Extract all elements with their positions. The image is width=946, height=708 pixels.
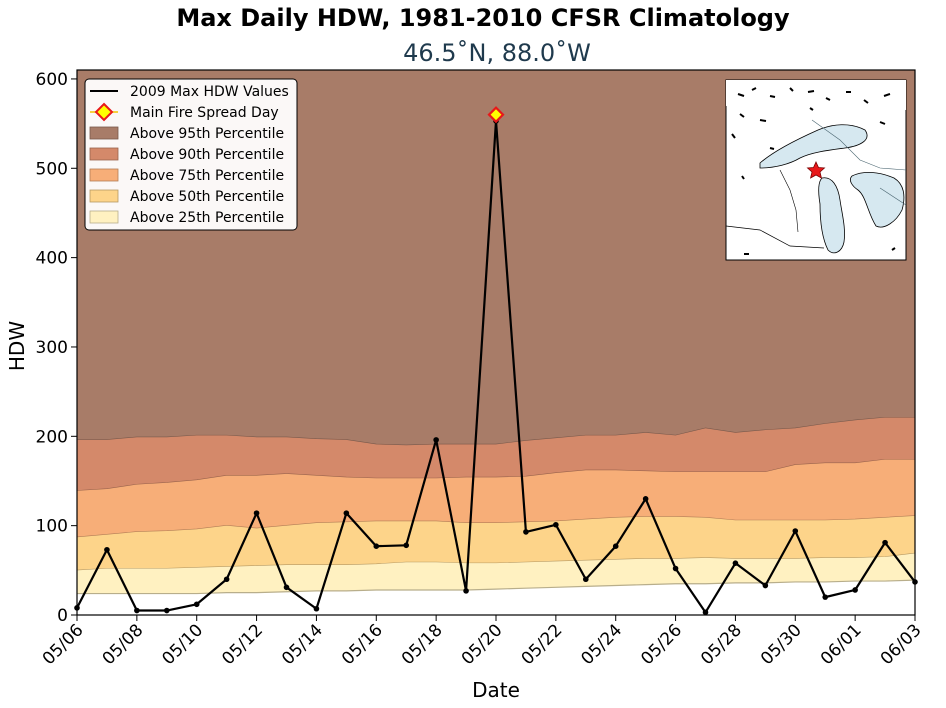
hdw-point: [343, 510, 350, 516]
hdw-point: [373, 543, 380, 550]
y-tick-label: 400: [36, 249, 68, 269]
band-area-2: [77, 417, 915, 491]
legend-diamond-icon: [94, 102, 114, 122]
y-tick-label: 200: [36, 427, 68, 447]
x-axis-label: Date: [472, 678, 520, 702]
band-edge-5: [77, 579, 916, 595]
y-tick-label: 0: [57, 606, 68, 626]
legend-swatch: [89, 189, 119, 203]
small-lakes-icon: [731, 87, 896, 255]
hdw-point: [582, 576, 589, 583]
hdw-point: [403, 542, 410, 549]
x-tick-label: 06/01: [817, 620, 866, 669]
hdw-point: [523, 529, 529, 535]
location-star-icon: [806, 161, 826, 179]
hdw-point: [433, 437, 439, 443]
y-tick-label: 300: [36, 338, 68, 358]
lake-huron: [850, 172, 905, 228]
x-tick-label: 06/03: [877, 620, 926, 669]
hdw-point: [822, 594, 829, 600]
x-tick-label: 05/22: [518, 620, 567, 669]
x-tick-label: 05/16: [338, 620, 387, 669]
chart-title: Max Daily HDW, 1981-2010 CFSR Climatolog…: [176, 4, 790, 32]
legend-label: Above 75th Percentile: [130, 168, 284, 184]
chart-subtitle: 46.5˚N, 88.0˚W: [403, 39, 591, 67]
lake-michigan: [818, 177, 845, 254]
x-tick-label: 05/08: [99, 620, 148, 669]
y-tick-label: 100: [36, 517, 68, 537]
x-tick-label: 05/28: [697, 620, 746, 669]
inset-map: [725, 79, 907, 261]
hdw-point: [313, 605, 320, 612]
y-tick-label: 600: [36, 70, 68, 90]
legend-label-line: 2009 Max HDW Values: [130, 84, 289, 100]
hdw-point: [134, 607, 140, 614]
hdw-point: [792, 528, 799, 534]
hdw-point: [163, 607, 170, 614]
legend-label: Above 90th Percentile: [130, 147, 284, 163]
legend-box: [84, 78, 298, 231]
lake-superior: [759, 124, 868, 169]
legend-label-marker: Main Fire Spread Day: [130, 105, 279, 121]
legend-swatch: [89, 210, 119, 224]
border-line-2: [879, 187, 907, 206]
legend-label: Above 50th Percentile: [130, 189, 284, 205]
hdw-point: [732, 560, 739, 566]
band-area-3: [77, 459, 915, 538]
hdw-point: [762, 582, 769, 589]
state-border: [725, 225, 825, 249]
legend-label: Above 25th Percentile: [130, 210, 284, 226]
x-tick-label: 05/30: [757, 620, 806, 669]
fire-spread-marker-icon: [487, 106, 505, 124]
legend-bands: Above 95th Percentile Above 90th Percenti…: [89, 126, 284, 226]
y-tick-label: 500: [36, 159, 68, 179]
y-axis-label: HDW: [5, 321, 29, 371]
hdw-point: [882, 539, 888, 546]
hdw-point: [553, 521, 559, 528]
hdw-point: [193, 601, 200, 608]
hdw-point: [253, 510, 260, 516]
legend-swatch: [89, 126, 119, 140]
hdw-point: [104, 546, 110, 553]
x-tick-label: 05/12: [218, 620, 267, 669]
hdw-point: [612, 543, 619, 550]
x-tick-label: 05/20: [458, 620, 507, 669]
x-tick-label: 05/10: [158, 620, 207, 669]
x-tick-label: 05/18: [398, 620, 447, 669]
legend: 2009 Max HDW Values Main Fire Spread Day…: [84, 78, 298, 231]
hdw-point: [702, 609, 709, 616]
hdw-point: [642, 496, 649, 502]
x-tick-label: 05/24: [577, 620, 626, 669]
x-tick-label: 05/06: [39, 620, 88, 669]
hdw-point: [283, 584, 290, 591]
hdw-point: [463, 588, 469, 594]
hdw-point: [223, 576, 230, 583]
x-tick-label: 05/26: [637, 620, 686, 669]
state-border-2: [779, 169, 799, 233]
hdw-point: [852, 587, 858, 593]
border-line: [811, 119, 907, 171]
x-tick-label: 05/14: [278, 620, 327, 669]
hdw-point: [672, 565, 679, 572]
band-area-4: [77, 515, 915, 571]
canada-water: [726, 80, 906, 110]
legend-label: Above 95th Percentile: [130, 126, 284, 142]
legend-swatch: [89, 168, 119, 182]
legend-swatch: [89, 147, 119, 161]
